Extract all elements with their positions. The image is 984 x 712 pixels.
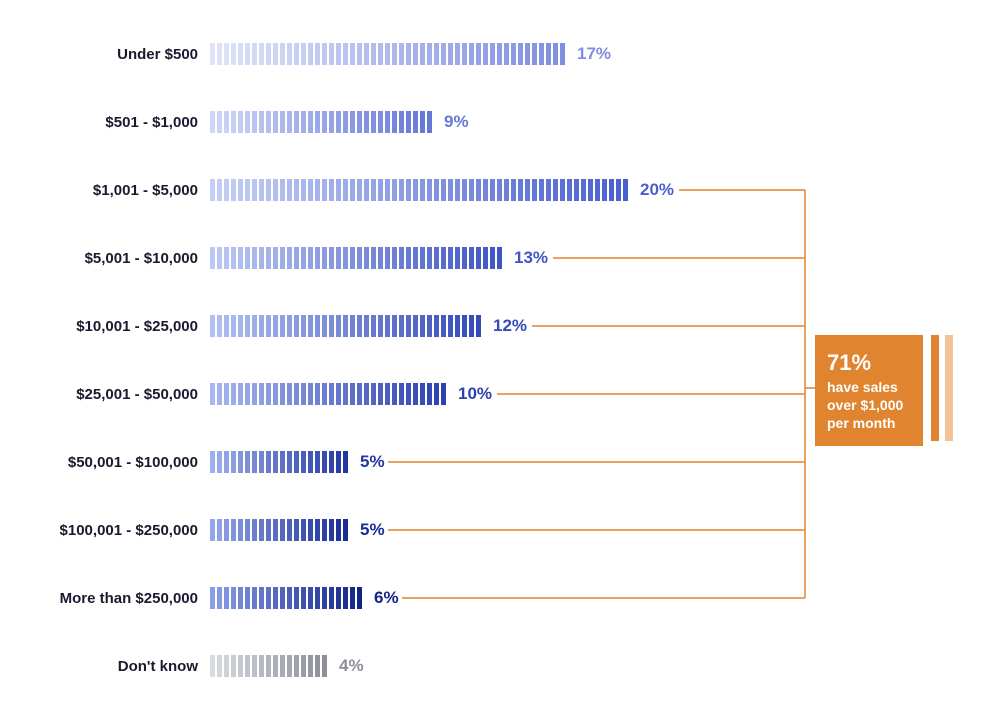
bar <box>210 383 446 405</box>
row-value: 6% <box>374 588 399 608</box>
callout-line2: over $1,000 <box>827 396 911 414</box>
row-label: $1,001 - $5,000 <box>0 182 210 199</box>
bar-wrap: 5% <box>210 451 385 473</box>
callout-stripe-1 <box>931 335 939 441</box>
sales-bar-chart: Under $500 17% $501 - $1,000 9% $1,001 - $5,… <box>0 20 780 700</box>
callout-line1: have sales <box>827 378 911 396</box>
bar <box>210 587 362 609</box>
callout-pct: 71% <box>827 349 911 378</box>
bar-wrap: 9% <box>210 111 469 133</box>
chart-row: $50,001 - $100,000 5% <box>0 428 780 496</box>
row-label: Under $500 <box>0 46 210 63</box>
bar-wrap: 20% <box>210 179 674 201</box>
bar <box>210 179 628 201</box>
callout-line3: per month <box>827 414 911 432</box>
row-value: 20% <box>640 180 674 200</box>
bar-wrap: 10% <box>210 383 492 405</box>
bar <box>210 451 348 473</box>
bar <box>210 315 481 337</box>
chart-row: $501 - $1,000 9% <box>0 88 780 156</box>
bar <box>210 43 565 65</box>
chart-row: Under $500 17% <box>0 20 780 88</box>
row-label: $5,001 - $10,000 <box>0 250 210 267</box>
row-value: 13% <box>514 248 548 268</box>
bar-wrap: 17% <box>210 43 611 65</box>
row-label: $501 - $1,000 <box>0 114 210 131</box>
chart-row: Don't know 4% <box>0 632 780 700</box>
chart-row: $5,001 - $10,000 13% <box>0 224 780 292</box>
chart-row: $10,001 - $25,000 12% <box>0 292 780 360</box>
row-value: 5% <box>360 520 385 540</box>
row-value: 5% <box>360 452 385 472</box>
row-value: 10% <box>458 384 492 404</box>
bar <box>210 655 327 677</box>
chart-row: $1,001 - $5,000 20% <box>0 156 780 224</box>
row-label: $10,001 - $25,000 <box>0 318 210 335</box>
bar <box>210 111 432 133</box>
bar-wrap: 13% <box>210 247 548 269</box>
bar <box>210 519 348 541</box>
bar-wrap: 6% <box>210 587 399 609</box>
row-label: Don't know <box>0 658 210 675</box>
callout-stripe-2 <box>945 335 953 441</box>
row-value: 17% <box>577 44 611 64</box>
row-label: More than $250,000 <box>0 590 210 607</box>
bar-wrap: 12% <box>210 315 527 337</box>
row-value: 12% <box>493 316 527 336</box>
chart-row: $25,001 - $50,000 10% <box>0 360 780 428</box>
row-label: $50,001 - $100,000 <box>0 454 210 471</box>
bar <box>210 247 502 269</box>
bar-wrap: 4% <box>210 655 364 677</box>
chart-row: $100,001 - $250,000 5% <box>0 496 780 564</box>
chart-row: More than $250,000 6% <box>0 564 780 632</box>
row-label: $25,001 - $50,000 <box>0 386 210 403</box>
row-value: 4% <box>339 656 364 676</box>
callout-box: 71% have sales over $1,000 per month <box>815 335 923 446</box>
row-label: $100,001 - $250,000 <box>0 522 210 539</box>
bar-wrap: 5% <box>210 519 385 541</box>
row-value: 9% <box>444 112 469 132</box>
